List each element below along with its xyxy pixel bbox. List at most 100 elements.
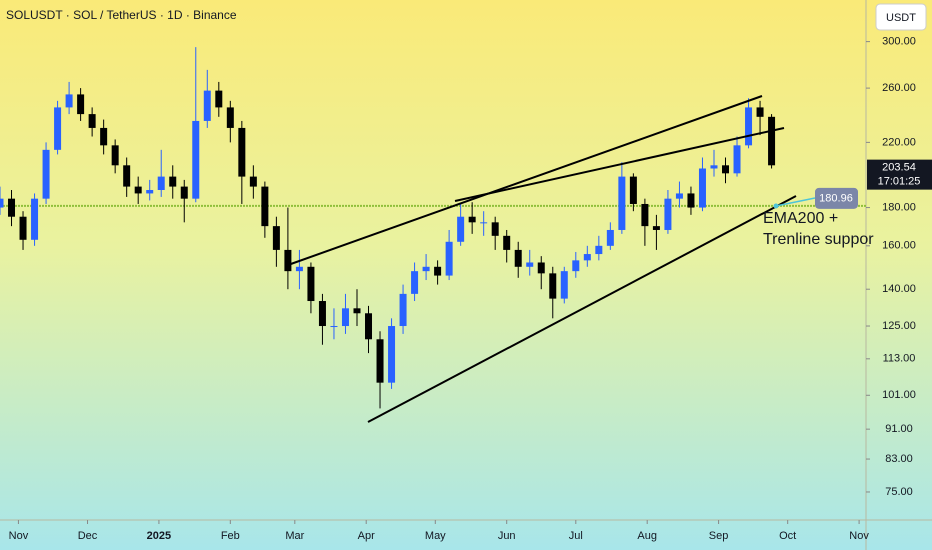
candle-body (595, 245, 603, 255)
candle-body (664, 198, 672, 230)
candle-body (687, 193, 695, 208)
y-tick-label: 260.00 (882, 82, 916, 94)
candle-body (100, 127, 108, 146)
candle-body (330, 326, 338, 328)
candle-body (514, 249, 522, 267)
pointer-line (775, 197, 816, 207)
x-tick-label: 2025 (147, 530, 171, 542)
x-tick-label: Feb (221, 530, 240, 542)
candle-body (341, 308, 349, 327)
candle-body (180, 186, 188, 199)
x-tick-label: Jul (569, 530, 583, 542)
currency: USDT (886, 12, 916, 24)
candle-body (457, 216, 465, 242)
candle-body (307, 266, 315, 302)
candle-body (710, 165, 718, 169)
candle-body (422, 266, 430, 272)
ema-tag (815, 187, 858, 209)
candle-body (261, 186, 269, 227)
candle-body (353, 308, 361, 314)
candle-body (54, 107, 62, 150)
x-tick-label: Nov (849, 530, 869, 542)
candle-body (503, 235, 511, 250)
trendline (454, 127, 785, 202)
last-price: 203.54 (882, 162, 916, 174)
y-tick-label: 300.00 (882, 36, 916, 48)
candle-body (549, 273, 557, 299)
x-tick-label: Sep (709, 530, 729, 542)
annotation: EMA200 + (763, 210, 838, 227)
countdown: 17:01:25 (878, 176, 921, 188)
candle-body (537, 262, 545, 274)
x-tick-label: Jun (498, 530, 516, 542)
y-tick-label: 220.00 (882, 136, 916, 148)
candle-body (445, 241, 453, 276)
y-tick-label: 160.00 (882, 240, 916, 252)
candle-body (560, 271, 568, 299)
candle-body (226, 107, 234, 128)
candle-body (169, 176, 177, 187)
candle-body (583, 254, 591, 261)
x-tick-label: Mar (285, 530, 304, 542)
candle-body (42, 149, 50, 199)
candle-body (249, 176, 257, 187)
candle-body (19, 216, 27, 240)
x-tick-label: May (425, 530, 446, 542)
ema-label: 180.96 (819, 193, 853, 205)
candle-body (77, 94, 85, 115)
candle-body (215, 90, 223, 108)
x-tick-label: Apr (358, 530, 375, 542)
candle-body (88, 114, 96, 128)
candle-body (722, 165, 730, 174)
candle-body (618, 176, 626, 230)
candle-body (491, 222, 499, 236)
last-price-tag (867, 159, 932, 190)
candle-body (399, 293, 407, 327)
candle-body (606, 229, 614, 246)
candle-body (31, 198, 39, 240)
candle-body (572, 260, 580, 272)
candle-body (203, 90, 211, 121)
trendline (287, 95, 763, 266)
candle-body (157, 176, 165, 190)
chart-title: SOLUSDT · SOL / TetherUS · 1D · Binance (6, 8, 237, 22)
y-tick-label: 113.00 (883, 353, 916, 365)
candle-body (111, 145, 119, 166)
candle-body (123, 165, 131, 187)
candle-body (146, 189, 154, 194)
candle-body (8, 198, 16, 217)
x-tick-label: Aug (637, 530, 657, 542)
y-tick-label: 91.00 (885, 423, 913, 435)
pointer-dot (773, 203, 779, 209)
candle-body (652, 226, 660, 230)
plot (0, 47, 866, 409)
y-tick-label: 180.00 (882, 201, 916, 213)
y-tick-label: 83.00 (885, 453, 913, 465)
y-tick-label: 101.00 (882, 389, 916, 401)
x-tick-label: Oct (779, 530, 796, 542)
candle-body (238, 127, 246, 177)
trendline (367, 195, 797, 423)
candle-body (675, 193, 683, 199)
candle-body (411, 271, 419, 294)
candle-body (434, 266, 442, 276)
candle-body (192, 120, 200, 199)
y-tick-label: 140.00 (882, 283, 916, 295)
y-tick-label: 75.00 (885, 486, 913, 498)
candle-body (756, 107, 764, 117)
candle-body (295, 266, 303, 272)
x-tick-label: Dec (78, 530, 98, 542)
annotation: Trenline suppor (763, 231, 874, 248)
candle-body (468, 216, 476, 223)
candle-body (272, 226, 280, 250)
candle-body (65, 94, 73, 108)
candle-body (0, 198, 4, 208)
x-tick-label: Nov (9, 530, 29, 542)
candle-body (388, 326, 396, 383)
candle-body (526, 262, 534, 267)
candle-body (376, 339, 384, 383)
candle-body (629, 176, 637, 204)
candle-body (768, 116, 776, 166)
